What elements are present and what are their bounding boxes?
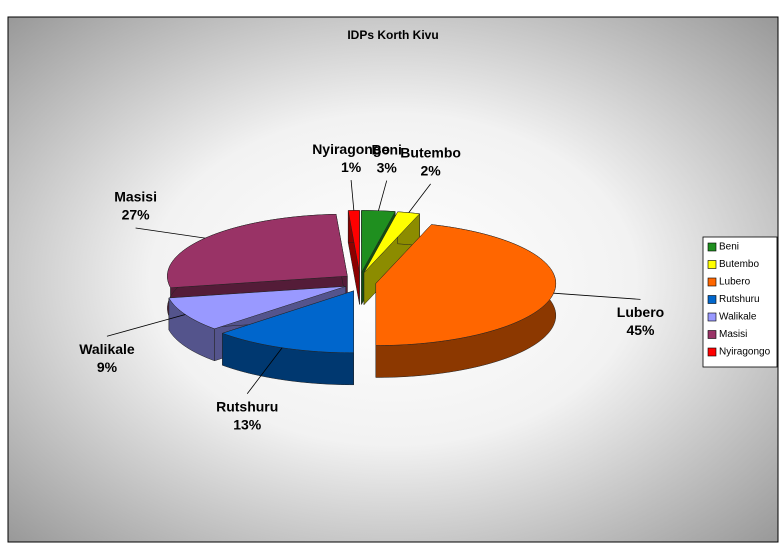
legend-label: Beni (719, 242, 739, 253)
data-label: 1% (341, 159, 362, 175)
data-label: 45% (626, 322, 655, 338)
legend-swatch (707, 347, 717, 357)
data-label: 27% (122, 207, 151, 223)
slice-top (168, 286, 346, 330)
legend-swatch (707, 295, 717, 304)
leader-line (408, 183, 431, 213)
data-label-name: Rutshuru (216, 399, 278, 415)
legend-label: Masisi (719, 329, 747, 340)
legend-label: Nyiragongo (719, 347, 771, 358)
data-label: 9% (97, 359, 118, 375)
legend-label: Butembo (719, 259, 759, 270)
leader-line (378, 180, 388, 211)
slice (221, 290, 354, 386)
chart-title: IDPs Korth Kivu (347, 28, 438, 42)
leader-line (350, 180, 355, 211)
data-label-name: Masisi (114, 189, 157, 205)
data-label: 13% (233, 417, 262, 433)
leader-line (106, 314, 186, 337)
slice-top (221, 290, 354, 354)
data-label-name: Nyiragongo (312, 141, 390, 157)
legend-swatch (707, 330, 717, 339)
data-label-name: Beni (372, 141, 402, 157)
legend-label: Rutshuru (719, 294, 760, 305)
legend-swatch (707, 260, 717, 269)
legend-label: Lubero (719, 277, 751, 288)
legend-swatch (707, 242, 717, 252)
leader-line (135, 227, 206, 239)
data-label-name: Walikale (79, 341, 135, 357)
legend-swatch (707, 277, 717, 287)
legend-swatch (707, 312, 717, 322)
data-label: 2% (421, 163, 442, 179)
slice (347, 210, 360, 305)
legend-label: Walikale (719, 312, 757, 323)
leader-line (246, 347, 283, 395)
data-label: 3% (377, 159, 398, 175)
slice (375, 223, 557, 378)
data-label-name: Lubero (617, 304, 664, 320)
leader-line (553, 292, 641, 300)
data-label-name: Butembo (400, 145, 461, 161)
